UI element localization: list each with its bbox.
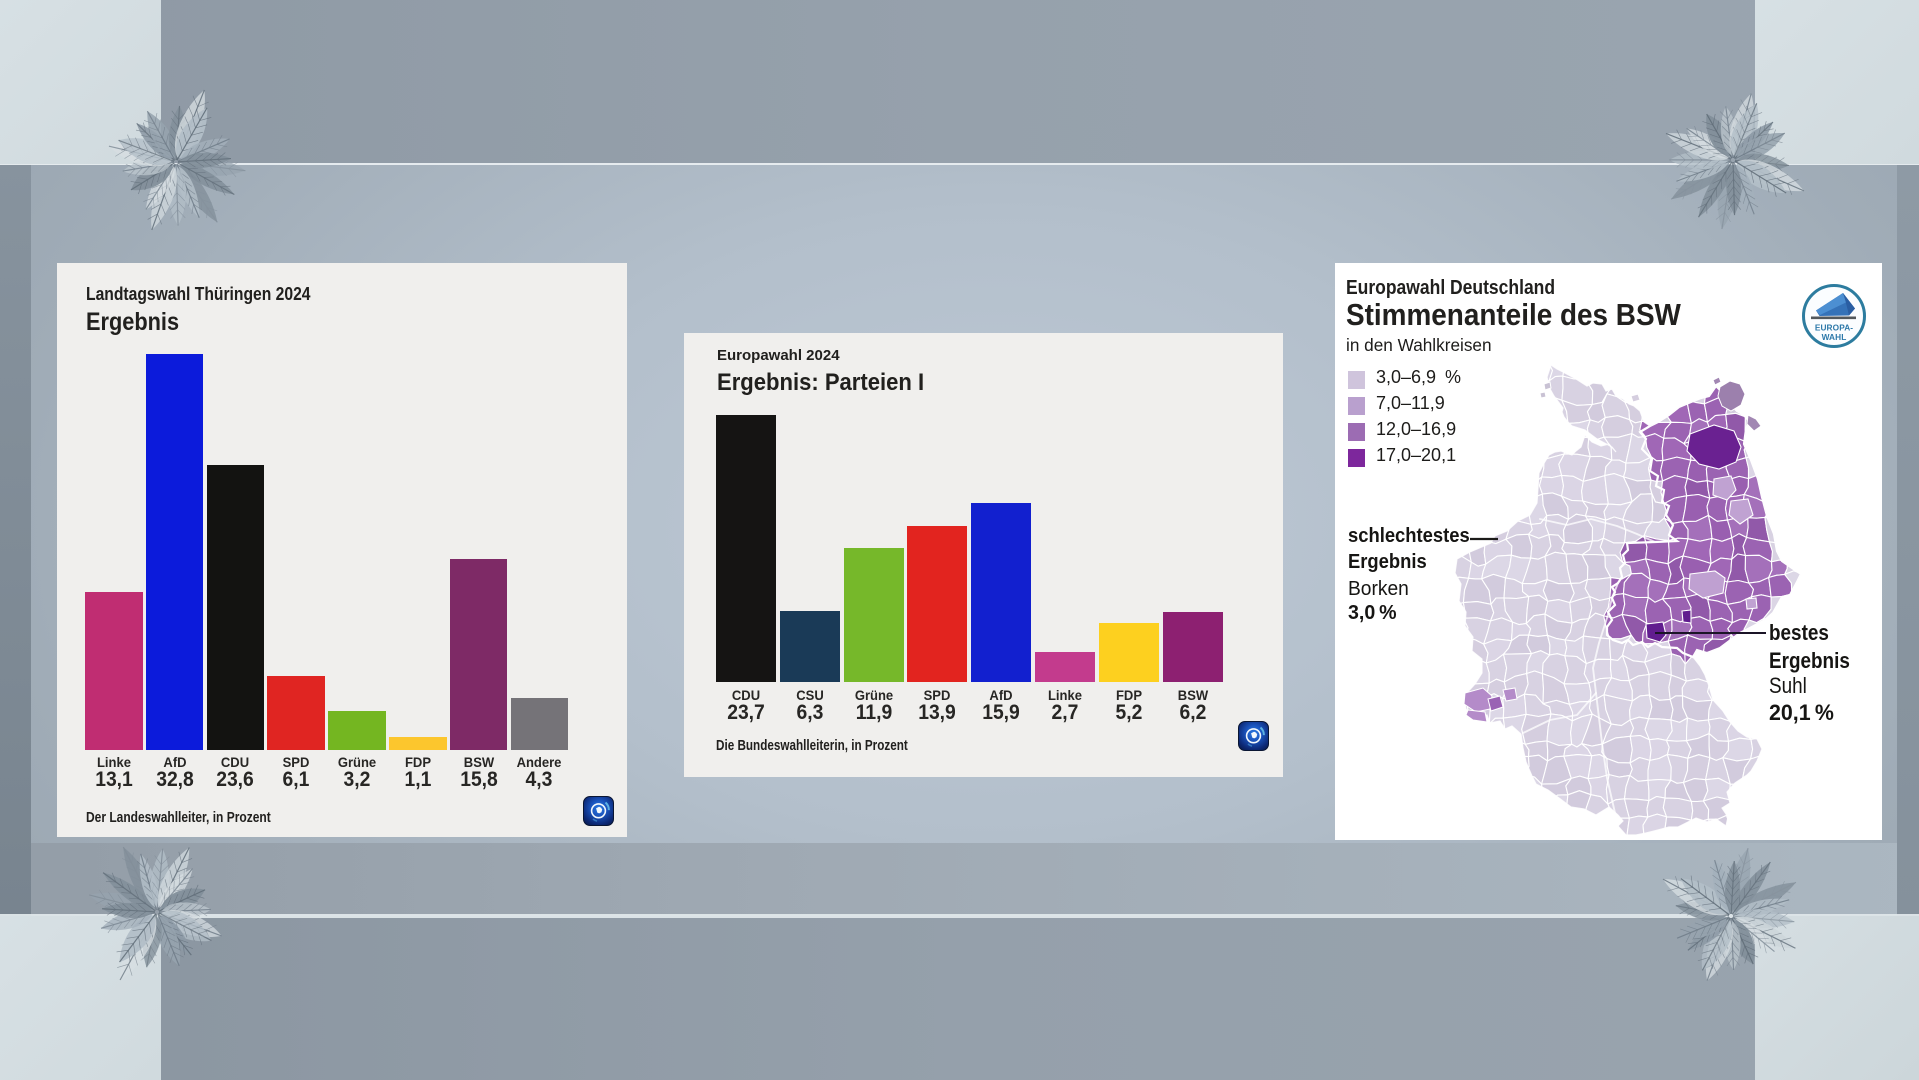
svg-text:EUROPA-: EUROPA- <box>1815 323 1853 333</box>
svg-text:WAHL: WAHL <box>1822 332 1847 342</box>
